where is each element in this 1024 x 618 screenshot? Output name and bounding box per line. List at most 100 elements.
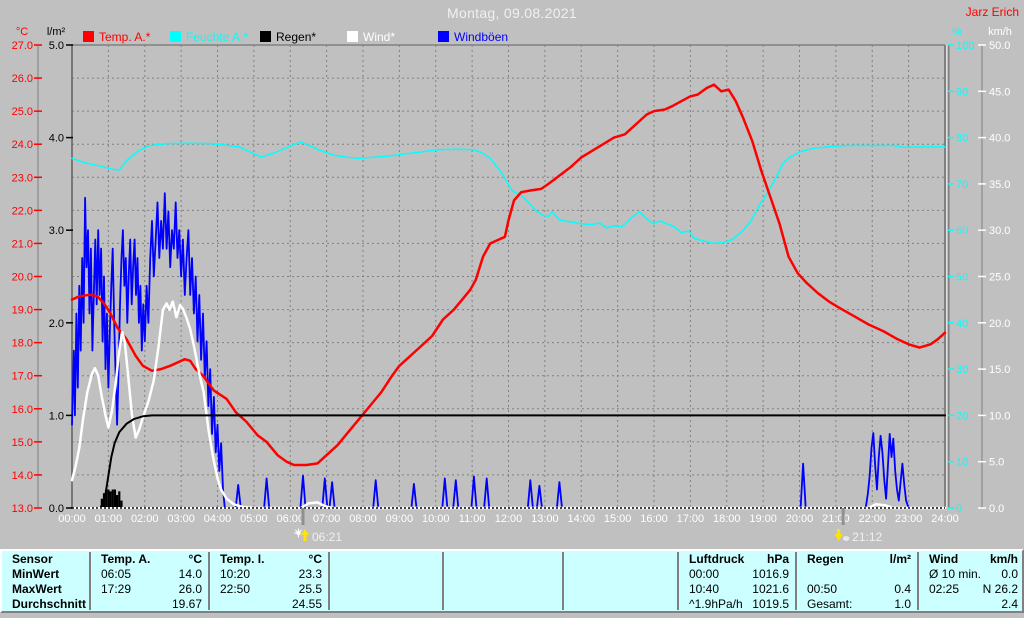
table-cell-text: 10:40 [689, 582, 720, 596]
rain-rate-bar [100, 498, 103, 508]
table-cell [564, 582, 677, 597]
table-cell: 10:40 1021.6 [679, 582, 795, 597]
table-cell-text: Gesamt: [807, 597, 853, 611]
temp-axis-tick-label: 18.0 [12, 338, 33, 350]
table-cell: 00:50 0.4 [797, 582, 917, 597]
table-column-header [330, 552, 442, 567]
x-axis-tick-label: 22:00 [858, 513, 886, 525]
x-axis-tick-label: 19:00 [749, 513, 777, 525]
humidity-axis-tick-label: 80 [956, 133, 968, 145]
wind-axis-tick-label: 0.0 [989, 503, 1004, 515]
table-column-regen: Regen l/m² 00:50 0.4 Gesamt: 1.0 [795, 552, 917, 611]
table-column-header: Wind km/h [919, 552, 1024, 567]
table-cell-text: 02:25 [929, 582, 960, 596]
table-cell: 19.67 [91, 597, 208, 612]
rain-rate-bar [109, 491, 112, 508]
table-cell [564, 597, 677, 612]
table-row-label: MinWert [2, 567, 89, 582]
x-axis-tick-label: 04:00 [204, 513, 232, 525]
rain-rate-bar [113, 489, 117, 508]
table-cell-text: 00:50 [807, 582, 838, 596]
sunset-icon [834, 529, 843, 541]
table-row-label: Durchschnitt [2, 597, 89, 612]
x-axis-tick-label: 08:00 [349, 513, 377, 525]
table-cell-value: hPa [766, 552, 789, 566]
rain-rate-bar [111, 489, 114, 508]
legend-label: Feuchte A.* [186, 30, 248, 44]
x-axis-tick-label: 01:00 [95, 513, 123, 525]
table-cell: Ø 10 min. 0.0 [919, 567, 1024, 582]
table-cell-value: N 26.2 [982, 582, 1018, 596]
x-axis-tick-label: 10:00 [422, 513, 450, 525]
x-axis-tick-label: 21:00 [822, 513, 850, 525]
wind-axis-tick-label: 50.0 [989, 40, 1010, 52]
humidity-axis-unit: % [952, 26, 962, 38]
table-cell-text: 17:29 [101, 582, 132, 596]
temp-axis-tick-label: 26.0 [12, 73, 33, 85]
x-axis-tick-label: 06:00 [276, 513, 304, 525]
sunrise-icon [294, 529, 299, 534]
table-cell-text: Durchschnitt [12, 597, 87, 611]
temp-axis-tick-label: 24.0 [12, 139, 33, 151]
x-axis-tick-label: 17:00 [677, 513, 705, 525]
sun-time-label: 06:21 [312, 530, 342, 544]
humidity-axis-tick-label: 70 [956, 179, 968, 191]
rain-rate-bar [102, 493, 106, 508]
rain-axis-tick-label: 1.0 [49, 410, 64, 422]
table-column-temp-i-: Temp. I. °C 10:20 23.3 22:50 25.5 24.55 [208, 552, 328, 612]
table-cell-value: 0.0 [1001, 567, 1018, 581]
table-cell-text: Luftdruck [689, 552, 745, 566]
table-column-luftdruck: Luftdruck hPa 00:00 1016.9 10:40 1021.6 ^1.9hP… [677, 552, 795, 611]
table-cell-value: 1021.6 [752, 582, 789, 596]
table-cell-text: MinWert [12, 567, 60, 581]
table-cell: 17:29 26.0 [91, 582, 208, 597]
x-axis-tick-label: 18:00 [713, 513, 741, 525]
weather-chart: 13.0 14.0 15.0 16.0 17.0 18.0 19.0 20.0 21.0 22.0… [12, 26, 1012, 544]
humidity-axis-tick-label: 10 [956, 457, 968, 469]
wind-axis-tick-label: 40.0 [989, 133, 1010, 145]
wind-axis-tick-label: 15.0 [989, 364, 1010, 376]
table-cell-value: 24.55 [291, 597, 322, 611]
table-cell: 00:00 1016.9 [679, 567, 795, 582]
x-axis-tick-label: 24:00 [931, 513, 959, 525]
wind-axis-tick-label: 10.0 [989, 410, 1010, 422]
series-feuchte-a [71, 141, 946, 244]
wind-axis-tick-label: 25.0 [989, 272, 1010, 284]
table-cell-text: Regen [807, 552, 844, 566]
table-cell-value: 26.0 [178, 582, 202, 596]
table-column-empty [442, 552, 562, 610]
legend-label: Temp. A.* [99, 30, 151, 44]
x-axis-tick-label: 14:00 [567, 513, 595, 525]
table-cell: 02:25 N 26.2 [919, 582, 1024, 597]
table-row-label: MaxWert [2, 582, 89, 597]
humidity-axis-tick-label: 60 [956, 225, 968, 237]
humidity-axis-tick-label: 50 [956, 272, 968, 284]
humidity-axis-tick-label: 20 [956, 410, 968, 422]
table-cell-text: ^1.9hPa/h [689, 597, 743, 611]
temp-axis-tick-label: 14.0 [12, 470, 33, 482]
table-column-header: Regen l/m² [797, 552, 917, 567]
table-cell: 22:50 25.5 [210, 582, 328, 597]
table-cell-value: °C [308, 552, 322, 566]
table-cell [564, 567, 677, 582]
sunrise-icon [298, 529, 303, 534]
x-axis-tick-label: 12:00 [495, 513, 523, 525]
temp-axis-tick-label: 27.0 [12, 40, 33, 52]
summary-table: Sensor MinWert MaxWert Durchschnitt Temp. A.… [0, 549, 1024, 613]
table-column-empty [562, 552, 677, 610]
x-axis-tick-label: 00:00 [58, 513, 86, 525]
table-column-header [564, 552, 677, 567]
legend-swatch [347, 31, 358, 42]
table-column-empty [328, 552, 442, 610]
wind-axis-tick-label: 30.0 [989, 225, 1010, 237]
table-cell-value: km/h [989, 552, 1018, 566]
wind-axis-unit: km/h [988, 26, 1012, 38]
rain-rate-bar [107, 489, 110, 508]
rain-rate-bar [118, 491, 121, 508]
x-axis-tick-label: 23:00 [895, 513, 923, 525]
table-cell: 24.55 [210, 597, 328, 612]
table-cell [797, 567, 917, 582]
rain-rate-bar [116, 495, 119, 508]
x-axis-tick-label: 07:00 [313, 513, 341, 525]
